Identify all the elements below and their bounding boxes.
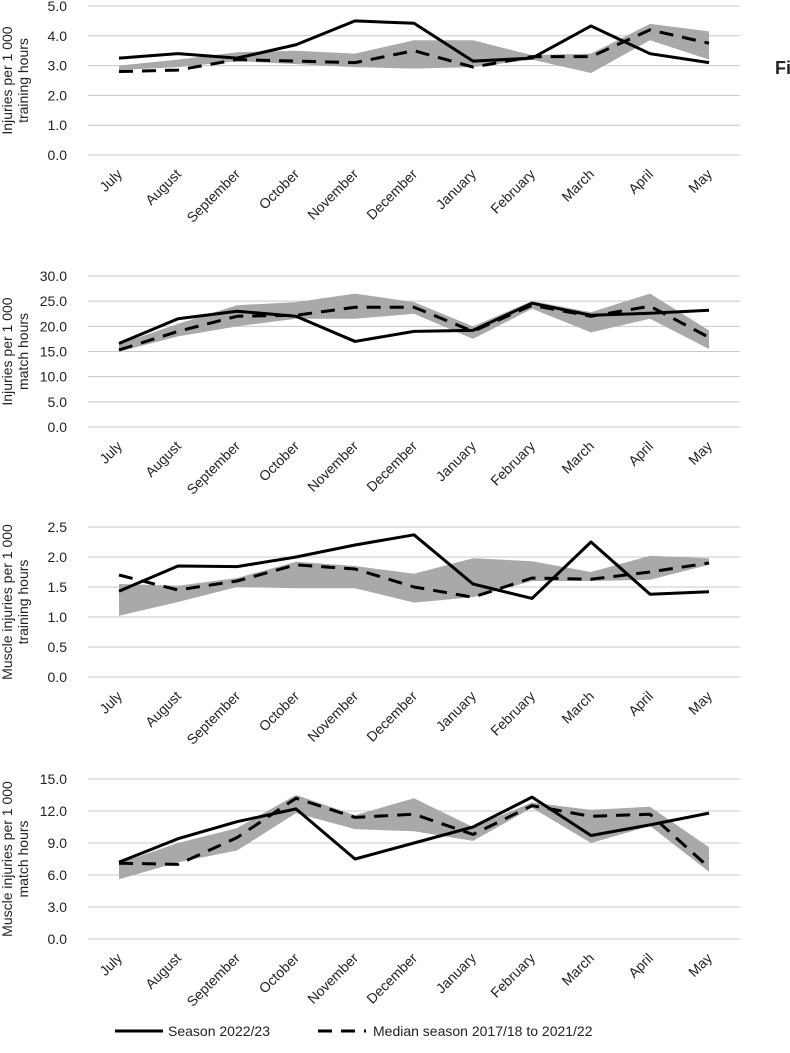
x-tick-label: February (487, 166, 538, 217)
x-tick-label: August (142, 166, 184, 208)
x-tick-label: August (142, 950, 184, 992)
x-tick-label: May (685, 688, 715, 718)
y-tick-label: 3.0 (48, 899, 68, 915)
x-tick-label: October (256, 688, 303, 735)
y-axis-label-line: Muscle injuries per 1 000 (0, 781, 15, 937)
x-tick-label: April (625, 438, 656, 469)
y-tick-label: 9.0 (48, 835, 68, 851)
x-tick-label: October (256, 950, 303, 997)
x-tick-label: January (433, 166, 480, 213)
legend-median-label: Median season 2017/18 to 2021/22 (373, 1023, 593, 1039)
x-tick-label: October (256, 166, 303, 213)
y-tick-label: 30.0 (40, 268, 67, 284)
y-tick-label: 2.0 (48, 87, 68, 103)
y-tick-label: 1.0 (48, 117, 68, 133)
x-tick-label: September (183, 950, 243, 1010)
y-tick-label: 20.0 (40, 318, 67, 334)
y-tick-label: 0.0 (48, 419, 68, 435)
x-tick-label: March (558, 166, 597, 205)
y-axis-label-line: Injuries per 1 000 (0, 297, 15, 405)
y-tick-label: 1.0 (48, 609, 68, 625)
x-tick-label: March (558, 950, 597, 989)
chart-panel-2: 0.0 5.0 10.0 15.0 20.0 25.0 30.0 Injuries per 1… (0, 268, 740, 498)
y-tick-label: 0.0 (48, 147, 68, 163)
x-tick-label: January (433, 438, 480, 485)
series-median-line (118, 796, 711, 869)
x-tick-label: November (304, 688, 361, 745)
x-tick-label: September (183, 688, 243, 748)
y-axis-label-line: match hours (15, 820, 31, 897)
x-tick-label: May (685, 166, 715, 196)
x-tick-label: December (363, 688, 420, 745)
x-tick-label: March (558, 688, 597, 727)
y-tick-label: 25.0 (40, 293, 67, 309)
y-axis-label-line: Injuries per 1 000 (0, 26, 15, 134)
x-tick-label: December (363, 950, 420, 1007)
chart-panel-1: 0.0 1.0 2.0 3.0 4.0 5.0 Injuries per 1 000 trai… (0, 0, 740, 226)
x-tick-label: February (487, 688, 538, 739)
y-tick-label: 2.0 (48, 549, 68, 565)
x-tick-label: December (363, 166, 420, 223)
y-tick-label: 0.5 (48, 639, 68, 655)
y-tick-label: 1.5 (48, 579, 68, 595)
y-axis-label-line: training hours (15, 560, 31, 645)
x-tick-label: March (558, 438, 597, 477)
x-tick-label: May (685, 950, 715, 980)
y-tick-label: 15.0 (40, 771, 67, 787)
x-tick-label: November (304, 950, 361, 1007)
y-tick-label: 6.0 (48, 867, 68, 883)
y-tick-label: 0.0 (48, 931, 68, 947)
x-tick-label: July (96, 950, 125, 979)
y-tick-label: 12.0 (40, 803, 67, 819)
y-axis-label-line: match hours (15, 313, 31, 390)
y-axis-label-line: Muscle injuries per 1 000 (0, 524, 15, 680)
x-tick-label: February (487, 950, 538, 1001)
x-tick-label: September (183, 438, 243, 498)
legend: Season 2022/23 Median season 2017/18 to … (115, 1023, 593, 1039)
x-tick-label: April (625, 950, 656, 981)
series-median-line (118, 28, 710, 74)
x-tick-label: November (304, 166, 361, 223)
y-tick-label: 5.0 (48, 0, 68, 14)
x-tick-label: May (685, 438, 715, 468)
x-tick-label: October (256, 438, 303, 485)
x-tick-label: April (625, 166, 656, 197)
chart-panel-4: 0.0 3.0 6.0 9.0 12.0 15.0 Muscle injuries per … (0, 771, 740, 1010)
y-tick-label: 5.0 (48, 394, 68, 410)
x-tick-label: July (96, 166, 125, 195)
x-tick-label: December (363, 438, 420, 495)
y-tick-label: 2.5 (48, 519, 68, 535)
y-axis-label-line: training hours (15, 38, 31, 123)
y-tick-label: 15.0 (40, 344, 67, 360)
range-band (119, 795, 709, 880)
x-tick-label: January (433, 950, 480, 997)
x-tick-label: August (142, 438, 184, 480)
x-tick-label: September (183, 166, 243, 226)
y-tick-label: 3.0 (48, 58, 68, 74)
chart-panel-3: 0.0 0.5 1.0 1.5 2.0 2.5 Muscle injuries per 1 … (0, 519, 740, 748)
x-tick-label: April (625, 688, 656, 719)
y-tick-label: 4.0 (48, 28, 68, 44)
x-tick-label: January (433, 688, 480, 735)
x-tick-label: July (96, 688, 125, 717)
x-tick-label: August (142, 688, 184, 730)
x-tick-label: February (487, 438, 538, 489)
y-tick-label: 10.0 (40, 369, 67, 385)
figure-label: Fi (775, 58, 790, 78)
x-tick-label: November (304, 438, 361, 495)
x-tick-label: July (96, 438, 125, 467)
legend-season-label: Season 2022/23 (168, 1023, 270, 1039)
y-tick-label: 0.0 (48, 669, 68, 685)
